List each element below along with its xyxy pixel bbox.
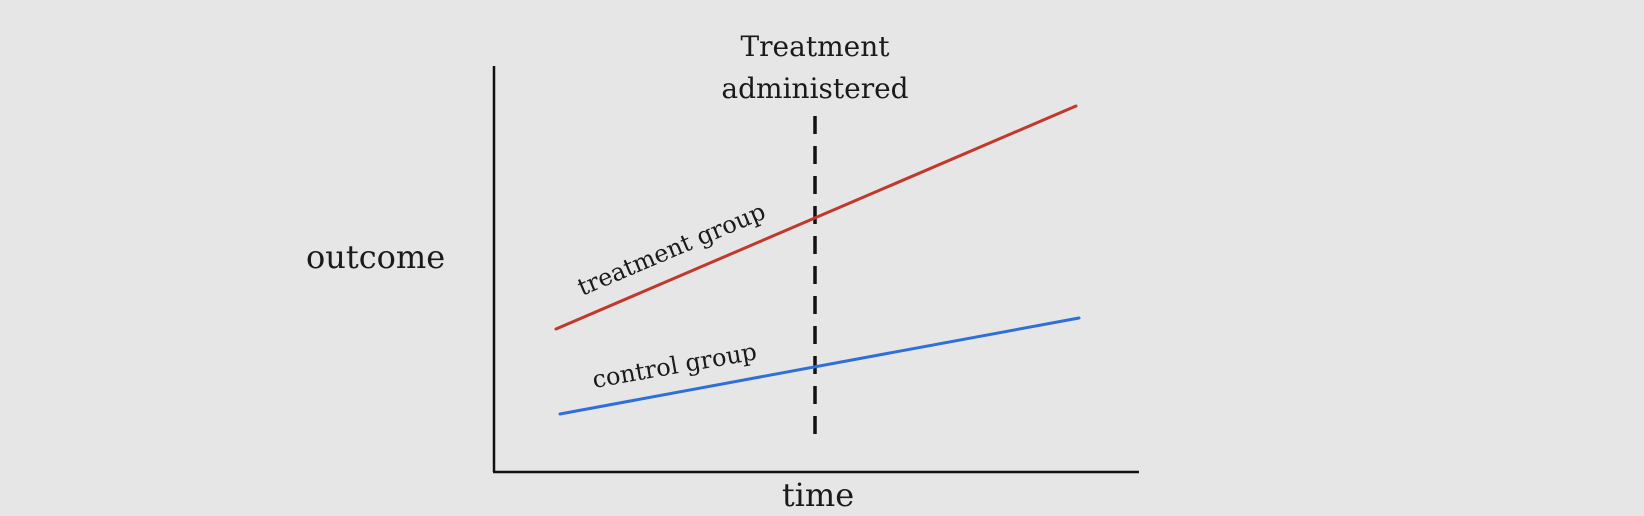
treatment-marker-label-line1: Treatment [741,30,891,63]
y-axis-label: outcome [306,238,445,276]
treatment-marker-label-line2: administered [721,72,908,105]
control-group-label: control group [590,337,759,393]
treatment-group-line [554,104,1078,331]
control-group-line [558,316,1081,416]
x-axis-label: time [782,476,854,514]
